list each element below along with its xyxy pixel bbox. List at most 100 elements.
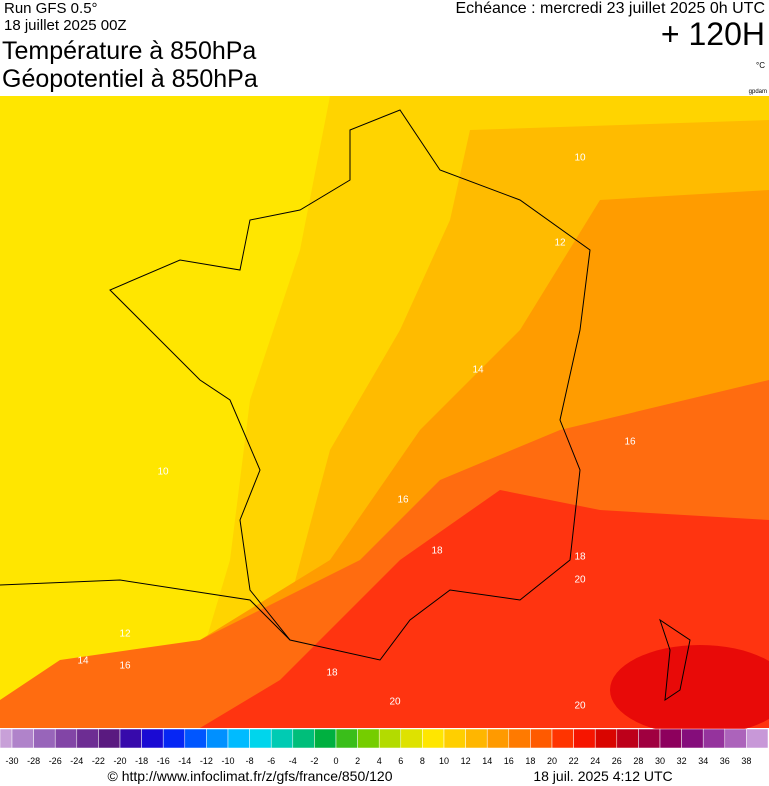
colorbar-cell	[508, 728, 531, 749]
colorbar-cell	[551, 728, 574, 749]
contour-label: 10	[157, 467, 169, 478]
contour-label: 16	[119, 661, 131, 672]
run: Run GFS 0.5°	[4, 0, 98, 17]
corsica	[659, 618, 691, 702]
colorbar-label: -6	[267, 756, 275, 766]
unit: °C	[756, 61, 765, 70]
colorbar-cell	[54, 728, 78, 749]
colorbar-cell	[206, 728, 229, 749]
lead-time: + 120H	[661, 16, 765, 52]
colorbar-cell	[443, 728, 466, 749]
contour-label: 12	[554, 238, 566, 249]
colorbar-cell	[119, 728, 142, 749]
generated-time: 18 juil. 2025 4:12 UTC	[533, 768, 672, 784]
colorbar-label: 6	[398, 756, 403, 766]
colorbar-cell	[638, 728, 661, 749]
contour-label: 20	[574, 575, 586, 586]
colorbar-label: 16	[504, 756, 514, 766]
coastline-spain	[0, 579, 291, 641]
colorbar-label: 18	[525, 756, 535, 766]
contour-label: 18	[326, 668, 338, 679]
colorbar-cell	[465, 728, 488, 749]
colorbar-label: 24	[590, 756, 600, 766]
colorbar-cell	[357, 728, 380, 749]
colorbar-label: -26	[49, 756, 62, 766]
colorbar-label: -28	[27, 756, 40, 766]
contour-label: 16	[624, 437, 636, 448]
contour-label: 18	[431, 546, 443, 557]
colorbar-cell	[422, 728, 445, 749]
colorbar-label: 10	[439, 756, 449, 766]
colorbar-label: 2	[355, 756, 360, 766]
contour-label: 12	[119, 629, 131, 640]
contour-label: 10	[574, 153, 586, 164]
colorbar-cell	[486, 728, 510, 749]
contour-label: 16	[397, 495, 409, 506]
colorbar-cell	[378, 728, 402, 749]
title: Température à 850hPa	[2, 37, 256, 65]
colorbar-label: -18	[135, 756, 148, 766]
colorbar-cell	[76, 728, 99, 749]
source-url: © http://www.infoclimat.fr/z/gfs/france/…	[108, 768, 393, 784]
colorbar-label: 4	[377, 756, 382, 766]
colorbar-cell	[141, 728, 164, 749]
colorbar-cell	[227, 728, 250, 749]
contour-label: 20	[389, 697, 401, 708]
colorbar-label: 38	[741, 756, 751, 766]
colorbar-label: -8	[246, 756, 254, 766]
colorbar-label: -30	[5, 756, 18, 766]
colorbar-label: 28	[633, 756, 643, 766]
colorbar-label: 26	[612, 756, 622, 766]
temp-zone	[610, 645, 769, 735]
colorbar-label: 30	[655, 756, 665, 766]
colorbar-label: 8	[420, 756, 425, 766]
colorbar-cell	[681, 728, 704, 749]
colorbar-label: 22	[569, 756, 579, 766]
colorbar-cell	[249, 728, 272, 749]
map	[0, 96, 769, 735]
colorbar-label: -10	[221, 756, 234, 766]
colorbar-label: 0	[333, 756, 338, 766]
colorbar-cell	[573, 728, 596, 749]
colorbar-cell	[400, 728, 423, 749]
colorbar-label: -14	[178, 756, 191, 766]
colorbar-cell	[594, 728, 618, 749]
colorbar-label: -12	[200, 756, 213, 766]
colorbar-label: -4	[289, 756, 297, 766]
colorbar-cell	[0, 728, 13, 749]
colorbar-label: 34	[698, 756, 708, 766]
echeance: Echéance : mercredi 23 juillet 2025 0h U…	[456, 0, 766, 17]
colorbar-label: 36	[720, 756, 730, 766]
colorbar-cell	[162, 728, 186, 749]
colorbar-cell	[270, 728, 294, 749]
colorbar-label: -20	[113, 756, 126, 766]
colorbar-label: -22	[92, 756, 105, 766]
contour-labels: 10 12 14 16 10 16 18 18 20 12 14 16 18 20 20	[77, 153, 636, 712]
colorbar-cell	[659, 728, 682, 749]
colorbar-cell	[314, 728, 337, 749]
colorbar-cell	[702, 728, 726, 749]
colorbar-label: -2	[310, 756, 318, 766]
colorbar-cell	[335, 728, 358, 749]
colorbar-cell	[33, 728, 56, 749]
contour-label: 14	[77, 656, 89, 667]
colorbar-label: 32	[677, 756, 687, 766]
colorbar-cell	[98, 728, 121, 749]
run-date: 18 juillet 2025 00Z	[4, 17, 127, 34]
colorbar-label: 14	[482, 756, 492, 766]
colorbar-label: 20	[547, 756, 557, 766]
colorbar-label: 12	[461, 756, 471, 766]
colorbar-label: -16	[157, 756, 170, 766]
title: Géopotentiel à 850hPa	[2, 65, 258, 93]
contour-label: 18	[574, 552, 586, 563]
colorbar-cell	[292, 728, 315, 749]
colorbar-cell	[616, 728, 639, 749]
colorbar: -30 -28 -26 -24 -22 -20 -18 -16 -14 -12 -10 -8 -6 -4-…	[0, 728, 769, 766]
contour-label: 14	[472, 365, 484, 376]
credit: gpdam	[749, 89, 767, 95]
colorbar-cell	[11, 728, 34, 749]
colorbar-cell	[184, 728, 207, 749]
colorbar-cell	[530, 728, 553, 749]
